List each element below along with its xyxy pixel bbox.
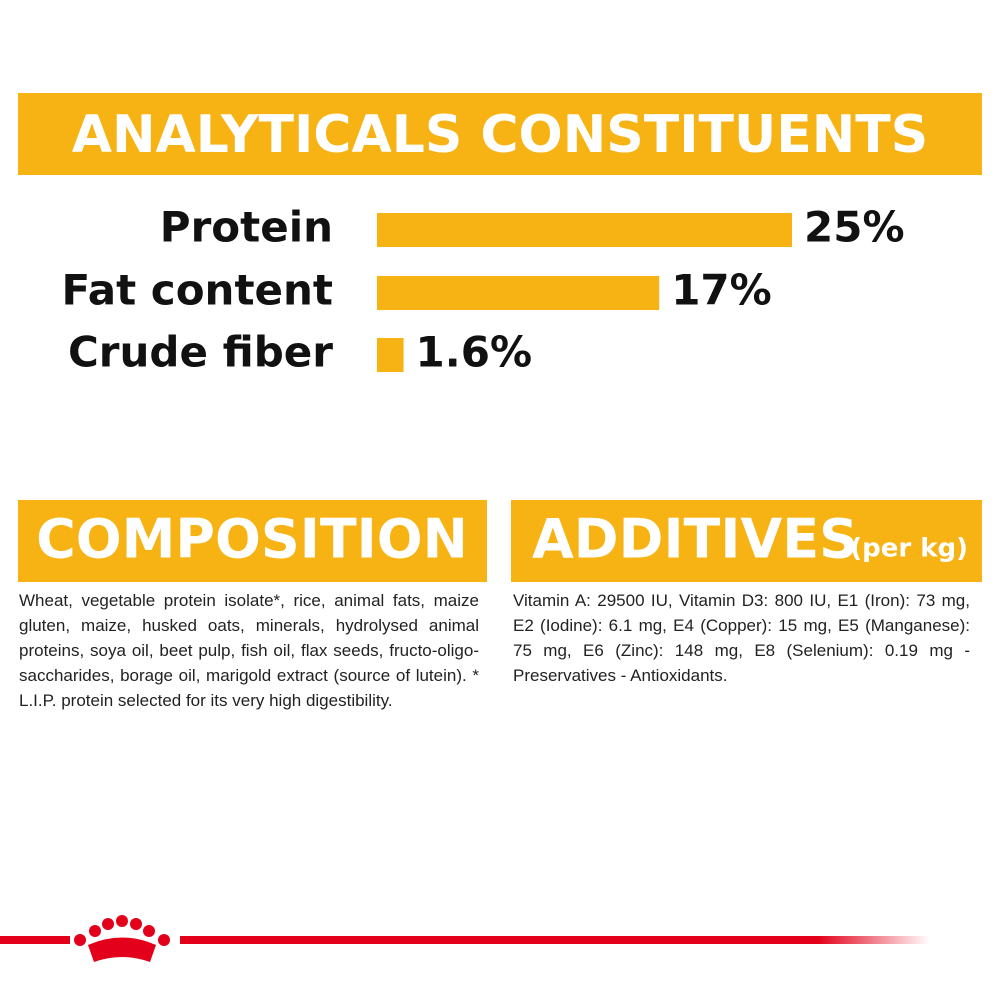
- footer-line: [180, 936, 930, 944]
- crown-logo: [74, 915, 170, 962]
- category-label: Protein: [160, 203, 333, 252]
- value-label: 17%: [671, 266, 772, 315]
- category-label: Fat content: [62, 266, 333, 315]
- composition-banner: [18, 500, 487, 582]
- bar: [377, 276, 660, 310]
- value-label: 1.6%: [416, 328, 532, 377]
- title-banner: [18, 93, 982, 175]
- additives-text: Vitamin A: 29500 IU, Vitamin D3: 800 IU,…: [513, 591, 970, 685]
- category-label: Crude fiber: [68, 328, 333, 377]
- composition-title: COMPOSITION: [36, 508, 468, 571]
- additives-banner: [511, 500, 982, 582]
- composition-text: Wheat, vegetable protein isolate*, rice,…: [19, 591, 479, 710]
- footer-line: [0, 936, 70, 944]
- additives-title: ADDITIVES: [532, 508, 858, 571]
- additives-unit: (per kg): [850, 534, 968, 564]
- bar: [377, 213, 792, 247]
- value-label: 25%: [804, 203, 905, 252]
- bar: [377, 338, 404, 372]
- chart-title: ANALYTICALS CONSTITUENTS: [72, 105, 928, 165]
